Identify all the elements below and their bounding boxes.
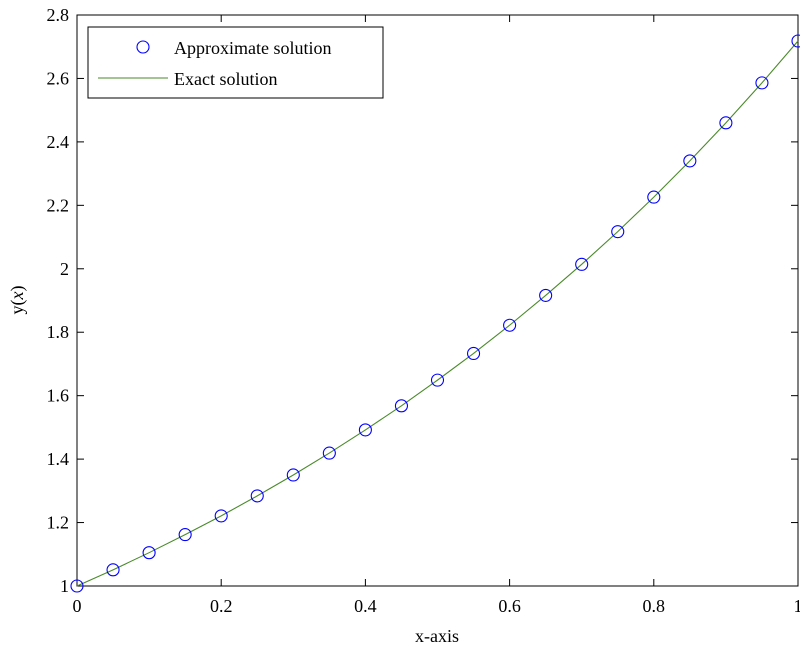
approximate-solution-point [106, 563, 120, 577]
x-tick-label: 0.8 [643, 596, 666, 616]
y-tick-label: 1.4 [47, 449, 70, 469]
approximate-solution-point [430, 373, 445, 387]
y-tick-label: 2.8 [47, 5, 70, 25]
approximate-solution-point [575, 257, 589, 271]
y-tick-label: 1.6 [47, 386, 70, 406]
legend-label-exact: Exact solution [174, 69, 277, 89]
approximate-solution-point [539, 288, 553, 302]
y-axis-title-var: x [7, 292, 27, 301]
y-tick-label: 1 [60, 576, 69, 596]
y-tick-label: 2.4 [47, 132, 70, 152]
approximate-solution-point [250, 489, 264, 503]
plot-area [76, 14, 799, 587]
approximate-solution-point [70, 579, 84, 593]
series-layer [70, 34, 800, 593]
exact-solution-line [76, 40, 799, 587]
approximate-solution-point [394, 399, 409, 413]
y-tick-label: 1.2 [47, 513, 70, 533]
y-axis-title-suffix: ) [7, 286, 28, 292]
x-tick-label: 1 [794, 596, 800, 616]
approximate-solution-point [503, 318, 517, 332]
approximate-solution-point [214, 509, 228, 523]
y-tick-label: 2.2 [47, 195, 70, 215]
x-tick-label: 0.4 [354, 596, 377, 616]
y-tick-label: 2 [60, 259, 69, 279]
approximate-solution-point [719, 116, 733, 130]
y-axis-title: y(x) [7, 286, 28, 315]
approximate-solution-point [611, 225, 625, 239]
axis-ticks [76, 14, 799, 587]
y-tick-labels: 1 1.2 1.4 1.6 1.8 2 2.2 2.4 2.6 2.8 [47, 5, 70, 596]
legend: Approximate solution Exact solution [87, 26, 384, 99]
x-tick-label: 0.2 [210, 596, 233, 616]
approximate-solution-point [755, 76, 769, 90]
x-tick-labels: 0 0.2 0.4 0.6 0.8 1 [73, 596, 800, 616]
legend-label-approximate: Approximate solution [174, 38, 331, 58]
approximate-solution-point [358, 423, 372, 437]
y-tick-label: 1.8 [47, 322, 70, 342]
approximate-solution-point [142, 546, 156, 560]
approximate-solution-point [178, 528, 192, 542]
approximate-solution-point [322, 446, 336, 460]
approximate-solution-point [791, 34, 800, 48]
approximate-solution-point [286, 468, 300, 482]
y-tick-label: 2.6 [47, 68, 70, 88]
x-tick-label: 0 [73, 596, 82, 616]
approximate-solution-point [647, 190, 661, 204]
x-axis-title: x-axis [415, 626, 459, 646]
legend-box [87, 26, 384, 99]
legend-marker-approximate [136, 40, 150, 54]
y-axis-title-prefix: y( [7, 300, 28, 315]
x-tick-label: 0.6 [498, 596, 521, 616]
approximate-solution-point [683, 154, 697, 168]
approximate-solution-point [466, 346, 481, 361]
